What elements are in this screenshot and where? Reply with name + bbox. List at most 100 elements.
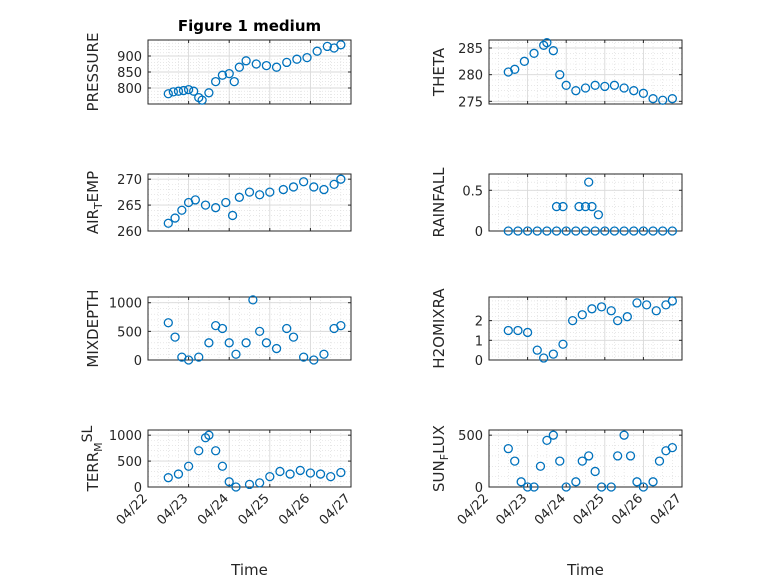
data-point (183, 355, 194, 365)
x-tick-label: 04/25 (571, 491, 608, 528)
data-point (629, 86, 639, 96)
y-tick-label: 0 (475, 354, 483, 369)
data-point (561, 482, 571, 492)
data-point (204, 430, 214, 440)
data-point (651, 306, 661, 316)
data-point (298, 352, 309, 362)
data-point (168, 87, 179, 97)
data-point (282, 323, 292, 334)
data-point (285, 469, 295, 479)
data-point (231, 482, 241, 492)
data-point (336, 174, 346, 184)
data-point (648, 94, 658, 104)
data-point (571, 226, 581, 236)
data-point (613, 451, 623, 461)
data-point (667, 94, 677, 104)
data-point (295, 465, 305, 476)
data-point (522, 327, 533, 338)
data-point (542, 435, 552, 446)
data-point (224, 338, 234, 348)
data-point (613, 315, 623, 326)
chart-title: Figure 1 medium (178, 17, 321, 35)
y-axis-label: H2OMIXRA (430, 288, 448, 369)
data-point (648, 477, 658, 487)
subplot-4: 0 0.5 RAINFALL (430, 167, 683, 240)
data-point (654, 456, 665, 466)
data-point (292, 54, 302, 64)
axes-box (147, 429, 352, 488)
x-tick-label: 04/26 (276, 491, 313, 528)
data-point (535, 461, 546, 471)
data-point (574, 201, 584, 212)
data-point (638, 226, 649, 236)
y-tick-label: 0 (475, 225, 483, 240)
data-point (542, 38, 552, 48)
data-point (211, 446, 221, 456)
y-tick-label: 900 (117, 50, 142, 65)
data-point (580, 83, 591, 93)
data-point (265, 471, 275, 482)
data-point (319, 349, 329, 359)
y-axis-label-tail: LUX (430, 425, 448, 454)
data-point (638, 482, 649, 492)
y-tick-label: 0 (134, 481, 142, 496)
data-point (548, 46, 558, 56)
data-point (278, 184, 288, 195)
data-point (555, 456, 565, 466)
data-point (658, 226, 668, 236)
data-point (625, 451, 636, 461)
data-point (555, 70, 565, 80)
y-tick-label: 1000 (109, 297, 142, 312)
data-point (513, 226, 523, 236)
data-point (248, 295, 258, 305)
data-point (619, 83, 629, 93)
data-point (587, 304, 597, 314)
data-point (590, 226, 600, 236)
data-point (532, 345, 542, 355)
y-axis-label-main: TERR (84, 452, 102, 493)
data-point (227, 210, 238, 221)
y-axis-label-main: SUN (430, 460, 448, 492)
data-point (519, 56, 530, 66)
x-tick-label: 04/22 (455, 491, 492, 528)
axes-box (488, 296, 683, 361)
data-point (261, 60, 272, 71)
data-point (336, 40, 346, 50)
data-point (271, 343, 282, 354)
axes-box (147, 173, 352, 232)
data-point (163, 89, 173, 99)
data-point (217, 461, 228, 471)
data-point (183, 84, 194, 95)
x-tick-label: 04/23 (493, 491, 530, 528)
data-point (173, 469, 184, 479)
x-axis-label: Time (566, 561, 604, 579)
y-axis-label: MIXDEPTH (84, 289, 102, 367)
data-point (170, 332, 180, 342)
data-point (234, 192, 245, 202)
y-axis-label: AIRTEMP (84, 171, 105, 234)
data-point (590, 466, 600, 477)
data-point (580, 226, 591, 236)
x-tick-label: 04/24 (532, 491, 569, 528)
data-point (542, 226, 552, 236)
y-axis-label-sub: T (92, 202, 105, 210)
data-point (305, 468, 316, 478)
data-point (254, 190, 265, 200)
data-point (224, 477, 234, 487)
y-axis-label-sup: SL (80, 425, 96, 442)
y-tick-label: 500 (117, 455, 142, 470)
data-point (254, 326, 265, 337)
data-point (510, 64, 520, 74)
data-point (522, 482, 533, 492)
data-point (197, 95, 207, 105)
y-axis-label-sub: F (438, 454, 451, 460)
data-point (516, 477, 526, 487)
data-point (667, 442, 677, 453)
data-point (298, 177, 309, 187)
data-point (619, 226, 629, 236)
data-point (275, 466, 285, 477)
data-point (200, 200, 211, 210)
data-point (163, 473, 173, 483)
data-point (529, 48, 539, 58)
y-axis-label-main: MIXDEPTH (84, 289, 102, 367)
